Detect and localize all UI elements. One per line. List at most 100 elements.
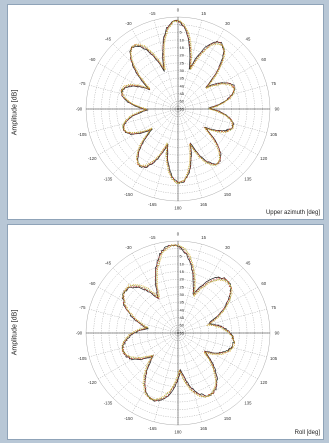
grid-spoke [177, 309, 267, 334]
angle-tick-label: -120 [88, 380, 97, 385]
grid-spoke [154, 108, 179, 198]
polar-chart-roll: Amplitude [dB] 0 15 30 45 60 75 90 105 120 135 150… [7, 224, 324, 440]
radial-tick-label: 5 [180, 254, 183, 259]
angle-tick-label: 150 [224, 192, 232, 197]
grid-spoke [131, 29, 179, 110]
radial-tick-label: 25 [180, 60, 185, 65]
angle-tick-label: -135 [104, 401, 113, 406]
angle-tick-label: 105 [270, 356, 278, 361]
grid-spoke [177, 253, 225, 334]
grid-spoke [177, 43, 244, 110]
angle-tick-label: -60 [89, 57, 96, 62]
angle-tick-label: 120 [260, 156, 268, 161]
series-line [121, 244, 236, 402]
grid-spoke [177, 62, 258, 110]
radial-tick-label: 30 [180, 292, 185, 297]
grid-spoke [177, 332, 225, 413]
grid-spoke [89, 332, 179, 357]
radial-tick-label: 10 [180, 37, 185, 42]
radial-tick-label: 45 [180, 91, 185, 96]
series-line [121, 19, 236, 185]
grid-spoke [131, 108, 179, 189]
grid-spoke [177, 108, 225, 189]
angle-tick-label: 0 [177, 8, 180, 13]
grid-spoke [177, 108, 244, 175]
angle-tick-label: -30 [125, 21, 132, 26]
angle-tick-label: 0 [177, 232, 180, 237]
grid-spoke [98, 332, 179, 380]
grid-spoke [177, 332, 267, 357]
radial-tick-label: 50 [180, 99, 185, 104]
grid-spoke [112, 108, 179, 175]
angle-tick-label: -15 [149, 235, 156, 240]
series-line [120, 19, 236, 185]
angle-tick-label: -45 [105, 36, 112, 41]
angle-tick-label: 60 [261, 57, 266, 62]
radial-tick-label: 15 [180, 45, 185, 50]
series-line [121, 243, 235, 401]
grid-spoke [154, 244, 179, 334]
angle-tick-label: 90 [275, 107, 280, 112]
angle-tick-label: 75 [271, 81, 276, 86]
grid-spoke [177, 286, 258, 334]
grid-spoke [89, 85, 179, 110]
grid-spoke [154, 332, 179, 422]
grid-spoke [112, 332, 179, 399]
angle-tick-label: -165 [148, 426, 157, 431]
angle-tick-label: 45 [246, 36, 251, 41]
radial-tick-label: 40 [180, 83, 185, 88]
angle-tick-label: 15 [201, 235, 206, 240]
angle-tick-label: -75 [79, 81, 86, 86]
grid-spoke [177, 332, 244, 399]
angle-tick-label: 180 [174, 206, 182, 211]
radial-tick-label: 25 [180, 284, 185, 289]
angle-tick-label: -105 [78, 132, 87, 137]
angle-tick-label: 30 [225, 245, 230, 250]
angle-tick-label: -135 [104, 177, 113, 182]
angle-tick-label: 165 [200, 426, 208, 431]
angle-tick-label: -150 [124, 192, 133, 197]
grid-spoke [177, 108, 267, 133]
radial-tick-label: 15 [180, 269, 185, 274]
grid-spoke [177, 244, 202, 334]
grid-spoke [98, 286, 179, 334]
radial-tick-label: 10 [180, 261, 185, 266]
angle-tick-label: 90 [275, 331, 280, 336]
x-axis-label: Upper azimuth [deg] [265, 210, 320, 216]
grid-spoke [89, 108, 179, 133]
angle-tick-label: -120 [88, 156, 97, 161]
angle-tick-label: -105 [78, 356, 87, 361]
radial-tick-label: 20 [180, 277, 185, 282]
grid-spoke [177, 332, 202, 422]
angle-tick-label: -150 [124, 416, 133, 421]
radial-tick-label: 35 [180, 300, 185, 305]
angle-tick-label: -90 [76, 107, 83, 112]
grid-spoke [177, 29, 225, 110]
radial-tick-label: 35 [180, 76, 185, 81]
polar-plot: 0153045607590105120135150165180-165-150-… [76, 232, 280, 435]
angle-tick-label: 120 [260, 380, 268, 385]
angle-tick-label: -90 [76, 331, 83, 336]
angle-tick-label: 75 [271, 305, 276, 310]
grid-spoke [131, 332, 179, 413]
angle-tick-label: 180 [174, 430, 182, 435]
grid-spoke [112, 43, 179, 110]
radial-tick-label: 45 [180, 315, 185, 320]
polar-chart-upper-azimuth: Amplitude [dB] 0 15 30 45 60 75 90 105 120 135 150… [7, 4, 324, 220]
radial-tick-label: 20 [180, 53, 185, 58]
angle-tick-label: 15 [201, 11, 206, 16]
radial-tick-label: 0 [180, 22, 183, 27]
angle-tick-label: -15 [149, 11, 156, 16]
radial-tick-label: 40 [180, 307, 185, 312]
radial-tick-label: 30 [180, 68, 185, 73]
angle-tick-label: -45 [105, 260, 112, 265]
angle-tick-label: 45 [246, 260, 251, 265]
grid-spoke [177, 20, 202, 110]
grid-spoke [177, 85, 267, 110]
angle-tick-label: 150 [224, 416, 232, 421]
angle-tick-label: 30 [225, 21, 230, 26]
angle-tick-label: 60 [261, 281, 266, 286]
grid-spoke [177, 332, 258, 380]
series-line [120, 20, 236, 184]
polar-plot: 0153045607590105120135150165180-165-150-… [76, 8, 280, 211]
